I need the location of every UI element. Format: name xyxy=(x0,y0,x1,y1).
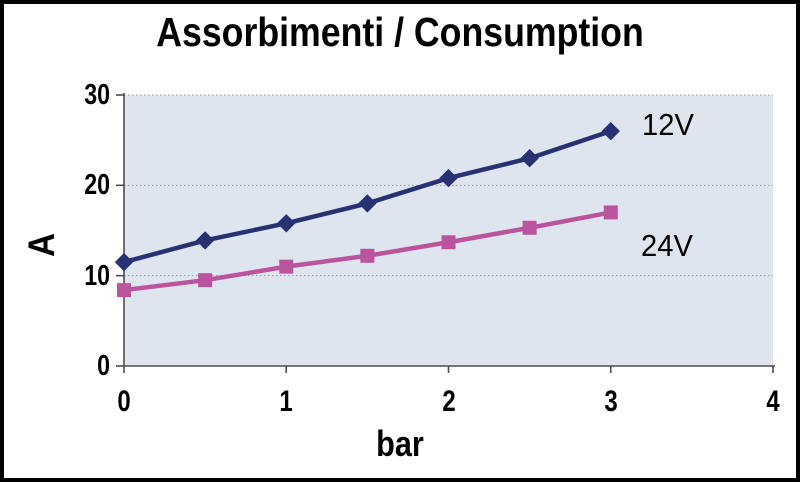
marker-diamond-12v-0 xyxy=(114,252,134,272)
x-tick-label-0: 0 xyxy=(117,385,131,418)
plot-background xyxy=(124,95,773,366)
marker-square-24v-6 xyxy=(603,205,618,220)
marker-diamond-12v-3 xyxy=(358,194,377,213)
marker-square-24v-4 xyxy=(441,235,456,250)
y-tick-label-20: 20 xyxy=(84,169,110,202)
x-tick-label-4: 4 xyxy=(766,385,780,418)
marker-square-24v-5 xyxy=(522,220,537,235)
marker-diamond-12v-2 xyxy=(277,214,296,233)
marker-square-24v-3 xyxy=(360,248,375,263)
marker-square-24v-2 xyxy=(279,259,294,274)
marker-diamond-12v-6 xyxy=(601,121,620,141)
marker-square-24v-1 xyxy=(198,273,213,288)
y-tick-label-10: 10 xyxy=(84,259,110,292)
chart-title: Assorbimenti / Consumption xyxy=(156,9,644,55)
x-tick-label-1: 1 xyxy=(279,385,293,418)
x-axis-title: bar xyxy=(376,423,424,464)
marker-diamond-12v-5 xyxy=(520,149,539,168)
x-tick-label-2: 2 xyxy=(441,385,456,418)
marker-diamond-12v-1 xyxy=(195,231,215,250)
series-label-12v: 12V xyxy=(641,107,694,143)
y-tick-label-0: 0 xyxy=(97,350,110,382)
x-tick-label-3: 3 xyxy=(604,385,618,418)
marker-square-24v-0 xyxy=(117,283,131,298)
y-tick-label-30: 30 xyxy=(84,79,110,111)
plot-area xyxy=(114,93,775,373)
series-label-24v: 24V xyxy=(640,228,693,264)
marker-diamond-12v-4 xyxy=(439,168,458,188)
